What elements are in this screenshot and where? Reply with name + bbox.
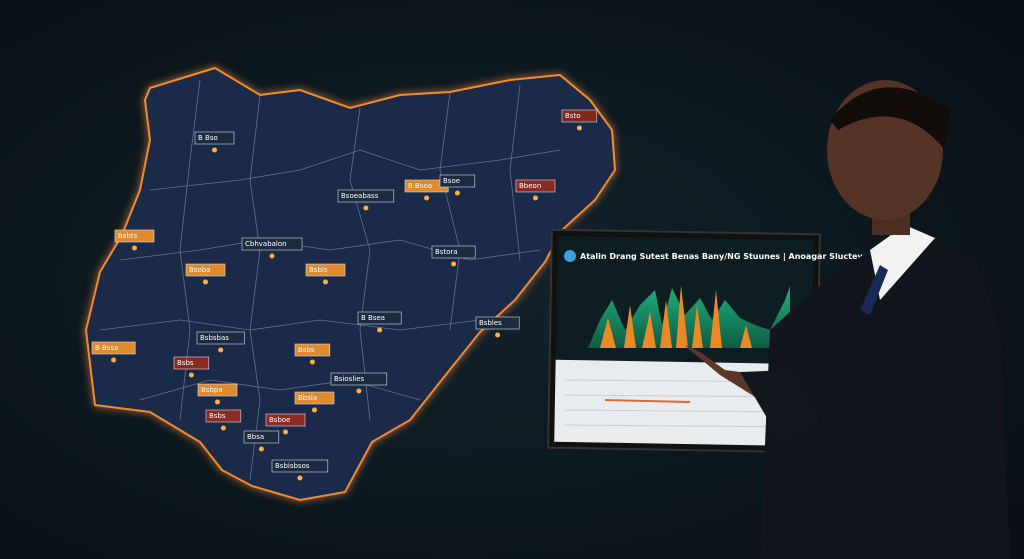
map-label-box (173, 356, 210, 370)
map-pin (188, 372, 194, 378)
map-label: Bsoeabass (341, 192, 379, 200)
map-label: B Bssa (95, 344, 118, 352)
map-pin (454, 190, 460, 196)
map-label: Bsioslies (334, 375, 365, 383)
map-pin (218, 347, 224, 353)
map-label: Bsto (565, 112, 580, 120)
map-label-box (114, 229, 155, 243)
map-label: Bsbs (177, 359, 194, 367)
map-pin (356, 388, 362, 394)
map-pin (212, 147, 217, 153)
map-label-box (205, 409, 242, 423)
map-pin (323, 279, 328, 285)
map-label-box (439, 174, 476, 188)
map-label: Bsoba (189, 266, 210, 274)
map-pin (309, 359, 315, 365)
map-label: Bsbts (118, 232, 138, 240)
map-pin (377, 327, 383, 333)
map-label: Bsoe (443, 177, 460, 185)
map-pin (451, 261, 457, 267)
map-label-box (431, 245, 476, 259)
map-pin (533, 195, 538, 201)
map-label: Bsbisbsos (275, 462, 310, 470)
map-pin (424, 195, 430, 201)
map-label-box (271, 459, 329, 473)
map-label-box (294, 391, 335, 405)
map-label-box (265, 413, 306, 427)
map-label-box (475, 316, 520, 330)
map-pin (132, 245, 137, 251)
map-label: Bsboe (269, 416, 290, 424)
map-label: B Bsea (361, 314, 385, 322)
map-pin (203, 279, 208, 285)
map-label: Bsbs (209, 412, 226, 420)
map-pin (283, 429, 288, 435)
map-label: Bsbis (309, 266, 328, 274)
map-pin (258, 446, 264, 452)
map-label: Bbeon (519, 182, 541, 190)
map-label-box (330, 372, 388, 386)
map-label: Bstora (435, 248, 458, 256)
map-pin (220, 425, 226, 431)
map-label-box (294, 343, 331, 357)
map-label-box (243, 430, 280, 444)
map-label-box (241, 237, 303, 251)
map-pin (363, 205, 369, 211)
state-borders (99, 79, 561, 481)
map-label-box (515, 179, 556, 193)
map-label: B Bsoa (408, 182, 432, 190)
map-labels: B Bso Bsto B Bsoa Bsoe Bbeon Bsoeabass Cbhvaba… (91, 109, 598, 481)
map-label-box (561, 109, 598, 123)
map-label-box (185, 263, 226, 277)
map-label: Bsbpa (201, 386, 223, 394)
monitor-title: Atalin Drang Sutest Benas Bany/NG Stuune… (580, 252, 863, 261)
map-label-box (91, 341, 136, 355)
map-label: B Bso (198, 134, 218, 142)
map-pin (576, 125, 582, 131)
map-pin (297, 475, 303, 481)
map-label-box (194, 131, 235, 145)
map-label: Bbsla (298, 394, 317, 402)
monitor: Atalin Drang Sutest Benas Bany/NG Stuune… (547, 228, 863, 454)
map-label-box (197, 383, 238, 397)
map-label-box (196, 331, 245, 345)
map-label: Bsbsbas (200, 334, 229, 342)
map-label: Bsbs (298, 346, 315, 354)
map-label: Cbhvabalon (245, 240, 287, 248)
map-label: Bsbles (479, 319, 502, 327)
map-label-box (357, 311, 402, 325)
map-pin (495, 332, 501, 338)
presenter (685, 80, 1010, 559)
map-label-box (337, 189, 395, 203)
map-label: Bbsa (247, 433, 264, 441)
map-label-box (305, 263, 346, 277)
map-pin (312, 407, 317, 413)
map-pin (111, 357, 117, 363)
map-pin (269, 253, 275, 259)
map-pin (215, 399, 220, 405)
